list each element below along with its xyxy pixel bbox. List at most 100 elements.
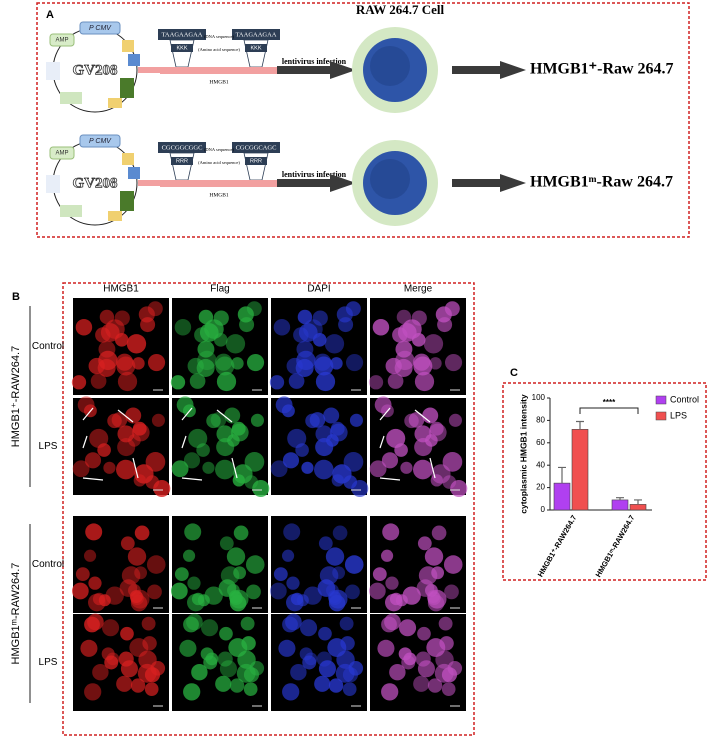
cell (442, 452, 463, 472)
cell (183, 683, 201, 701)
resistance-block (49, 146, 75, 160)
cell (328, 678, 344, 693)
gene-block (122, 153, 134, 165)
cell (403, 652, 417, 666)
cell (290, 663, 307, 681)
cell (282, 452, 300, 469)
cell (106, 652, 120, 666)
cell (95, 327, 111, 343)
arrow-marker (231, 457, 238, 479)
cell (345, 301, 361, 317)
x-tick-label: HMGB1⁺-RAW264.7 (536, 513, 579, 578)
cell (231, 421, 246, 436)
cell (84, 616, 100, 633)
promoter-label: P CMV (89, 25, 112, 32)
cell (210, 412, 227, 428)
cell (414, 371, 435, 392)
panel-b-frame (62, 282, 475, 736)
cell (448, 413, 462, 427)
cell (196, 443, 210, 457)
cell (326, 434, 339, 447)
cell (151, 413, 165, 427)
cell (309, 412, 326, 428)
arrow-marker (132, 457, 139, 479)
cell (339, 616, 354, 631)
cell (179, 639, 197, 657)
cell (368, 582, 386, 600)
panel-a-frame (36, 2, 690, 238)
cell (245, 555, 265, 574)
cell (450, 479, 468, 498)
cell (314, 675, 331, 692)
resistance-label: AMP (55, 38, 68, 44)
arrow (452, 174, 526, 192)
dna-label: (DNA sequence) (204, 34, 235, 39)
arrow (277, 174, 356, 192)
cell (233, 525, 249, 541)
arrow-marker (82, 477, 104, 481)
y-tick-label: 60 (536, 438, 545, 447)
gene-block (120, 191, 134, 211)
cell (429, 421, 444, 436)
cell (132, 421, 147, 436)
result-label: HMGB1⁺-Raw 264.7 (530, 61, 674, 78)
cell (382, 523, 400, 541)
cell (219, 660, 237, 678)
cell (225, 334, 246, 354)
cell (226, 547, 246, 566)
cell (381, 616, 397, 633)
gene-bar (160, 67, 278, 74)
cell (133, 474, 146, 487)
cell (213, 310, 229, 326)
arrow-marker (181, 407, 193, 421)
cell (319, 566, 339, 585)
cell (243, 667, 260, 683)
cell (90, 373, 107, 389)
cell (101, 647, 115, 661)
cell (134, 525, 150, 541)
cell (116, 356, 136, 376)
cell (441, 682, 456, 696)
cell (205, 652, 219, 666)
aa-code: RRR (250, 158, 262, 164)
cell (318, 536, 333, 551)
bar (553, 482, 571, 511)
cell (392, 327, 408, 343)
arrow-label: lentivirus infection (282, 57, 347, 66)
arrow-marker (82, 435, 88, 449)
gene-block (60, 205, 82, 217)
seq-right: CGCGGCAGC (236, 144, 277, 151)
cell (145, 452, 166, 472)
cell (71, 582, 89, 600)
cell (425, 434, 438, 447)
cell (201, 619, 219, 637)
cell (312, 310, 328, 326)
cell (389, 663, 406, 681)
cell (275, 396, 293, 414)
cell (220, 566, 240, 585)
cell (75, 567, 90, 582)
error-bar (558, 466, 566, 484)
cell (117, 371, 138, 392)
cell (318, 660, 336, 678)
cell (114, 310, 130, 326)
arrow-marker (82, 407, 94, 421)
cell (417, 660, 435, 678)
insert-mark (138, 180, 160, 186)
legend-swatch (655, 411, 667, 421)
panel-c-frame (502, 382, 707, 581)
cell (372, 319, 390, 336)
resistance-block (49, 33, 75, 47)
cell (170, 375, 186, 390)
y-tick-label: 0 (541, 505, 546, 514)
cell (301, 461, 314, 474)
arrow-marker (379, 477, 401, 481)
cell (102, 619, 120, 637)
cell (314, 459, 334, 480)
column-header: Merge (404, 284, 433, 295)
cell (273, 567, 288, 582)
gene-block (122, 40, 134, 52)
cell (293, 327, 309, 343)
cell (290, 592, 304, 606)
cell (342, 667, 359, 683)
